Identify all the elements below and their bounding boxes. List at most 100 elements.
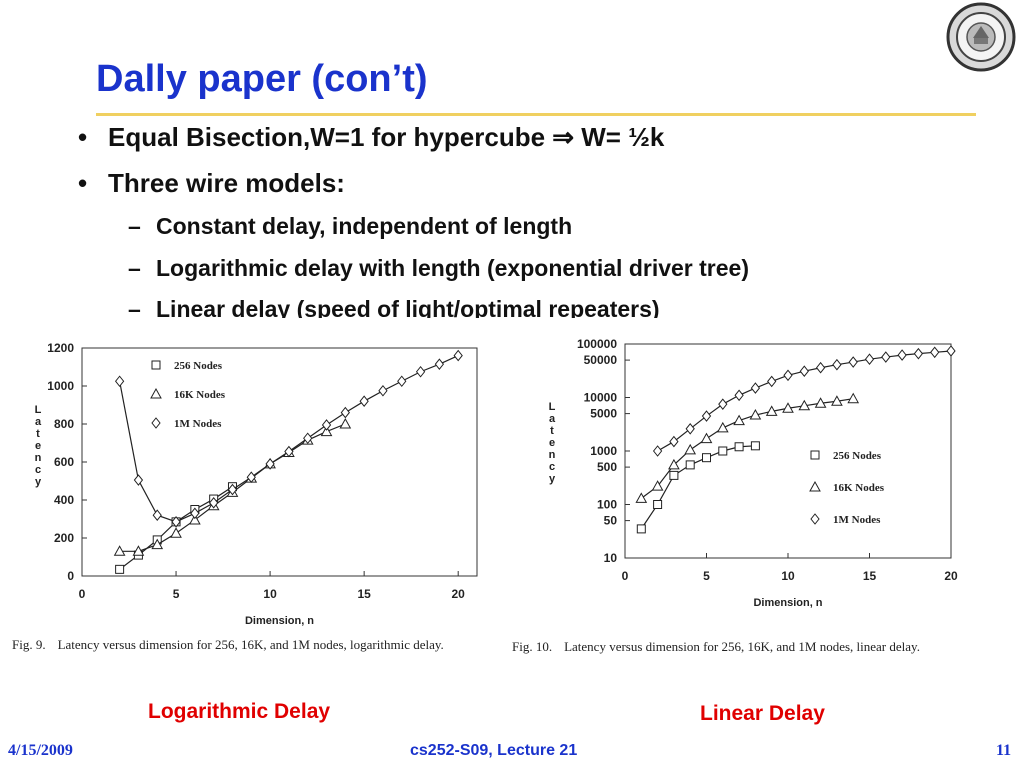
data-point [303, 432, 313, 445]
data-point [378, 384, 388, 397]
y-tick-label: 50000 [584, 353, 618, 367]
series-square [636, 441, 760, 534]
x-tick-label: 5 [703, 569, 710, 583]
data-point [783, 369, 793, 382]
series-triangle [635, 392, 860, 503]
y-tick-label: 0 [67, 569, 74, 583]
x-tick-label: 15 [863, 569, 877, 583]
legend-label: 1M Nodes [833, 514, 881, 526]
data-point [749, 409, 762, 420]
bullet-glyph: • [78, 122, 88, 152]
bullet-text: Three wire models: [108, 168, 345, 198]
data-point [832, 358, 842, 371]
sub-bullet-item-3: – Linear delay (speed of light/optimal re… [128, 296, 660, 323]
x-tick-label: 20 [944, 569, 958, 583]
y-tick-label: 100 [597, 498, 617, 512]
y-tick-label: 400 [54, 493, 74, 507]
figure-caption-text: Latency versus dimension for 256, 16K, a… [57, 637, 444, 652]
data-point [848, 356, 858, 368]
footer-page-number: 11 [996, 742, 1012, 759]
y-tick-label: 1000 [47, 379, 74, 393]
data-point [397, 375, 407, 388]
data-point [767, 375, 777, 388]
data-point [415, 365, 426, 378]
x-tick-label: 10 [263, 587, 277, 601]
legend-label: 1M Nodes [174, 418, 222, 430]
y-tick-label: 10 [604, 551, 618, 565]
bullet-item-2: • Three wire models: [78, 168, 345, 199]
data-point [635, 492, 648, 503]
data-point [700, 432, 713, 444]
legend-marker [151, 417, 161, 429]
data-point [668, 458, 680, 470]
data-point [340, 406, 350, 419]
sub-bullet-item-2: – Logarithmic delay with length (exponent… [128, 255, 749, 282]
sub-bullet-text: Linear delay (speed of light/optimal rep… [156, 296, 660, 322]
data-point [734, 389, 744, 402]
legend-label: 16K Nodes [833, 482, 885, 494]
y-tick-label: 600 [54, 455, 74, 469]
footer-date: 4/15/2009 [8, 742, 73, 759]
data-point [814, 397, 827, 408]
x-tick-label: 0 [79, 587, 86, 601]
data-point [246, 471, 256, 484]
title-rule [96, 113, 976, 116]
data-point [651, 480, 664, 491]
y-tick-label: 5000 [590, 407, 617, 421]
data-point [636, 524, 646, 534]
label-linear-delay: Linear Delay [700, 702, 825, 725]
data-point [209, 497, 219, 509]
sub-bullet-item-1: – Constant delay, independent of length [128, 213, 572, 240]
data-point [115, 564, 125, 574]
dash-glyph: – [128, 255, 141, 281]
data-point [701, 410, 712, 422]
data-point [170, 527, 182, 538]
data-point [750, 382, 761, 394]
series-diamond [652, 345, 956, 457]
data-point [114, 375, 125, 388]
figure-number: Fig. 10. [512, 639, 553, 654]
data-point [652, 445, 663, 457]
data-point [782, 402, 794, 413]
label-logarithmic-delay: Logarithmic Delay [148, 700, 331, 723]
data-point [718, 446, 728, 456]
data-point [847, 392, 860, 404]
legend-label: 256 Nodes [174, 360, 223, 372]
plot-frame [81, 347, 478, 577]
data-point [453, 349, 463, 362]
x-tick-label: 10 [781, 569, 795, 583]
figure-caption-logarithmic: Fig. 9. Latency versus dimension for 256,… [12, 636, 502, 653]
data-point [339, 417, 352, 429]
x-tick-label: 15 [357, 587, 371, 601]
data-point [685, 460, 695, 470]
data-point [946, 345, 956, 357]
slide-title: Dally paper (con’t) [96, 58, 428, 100]
data-point [716, 421, 729, 433]
data-point [227, 483, 238, 496]
data-point [152, 509, 162, 522]
data-point [320, 425, 333, 437]
data-point [284, 445, 294, 458]
legend-marker [809, 480, 821, 492]
y-tick-label: 1000 [590, 444, 617, 458]
data-point [684, 443, 697, 455]
y-tick-label: 800 [54, 417, 74, 431]
data-point [831, 395, 843, 406]
y-tick-label: 10000 [584, 391, 618, 405]
data-point [750, 441, 760, 451]
data-point [171, 516, 181, 528]
data-point [151, 538, 164, 550]
legend-label: 256 Nodes [833, 450, 882, 462]
legend-label: 16K Nodes [174, 389, 226, 401]
data-point [733, 414, 745, 426]
series-line [640, 398, 854, 499]
data-point [913, 347, 924, 360]
x-axis-label: Dimension, n [753, 597, 822, 609]
legend-marker [151, 360, 161, 370]
dash-glyph: – [128, 296, 141, 322]
sub-bullet-text: Logarithmic delay with length (exponenti… [156, 255, 749, 281]
data-point [321, 419, 332, 431]
data-point [702, 453, 711, 463]
bullet-glyph: • [78, 168, 88, 198]
